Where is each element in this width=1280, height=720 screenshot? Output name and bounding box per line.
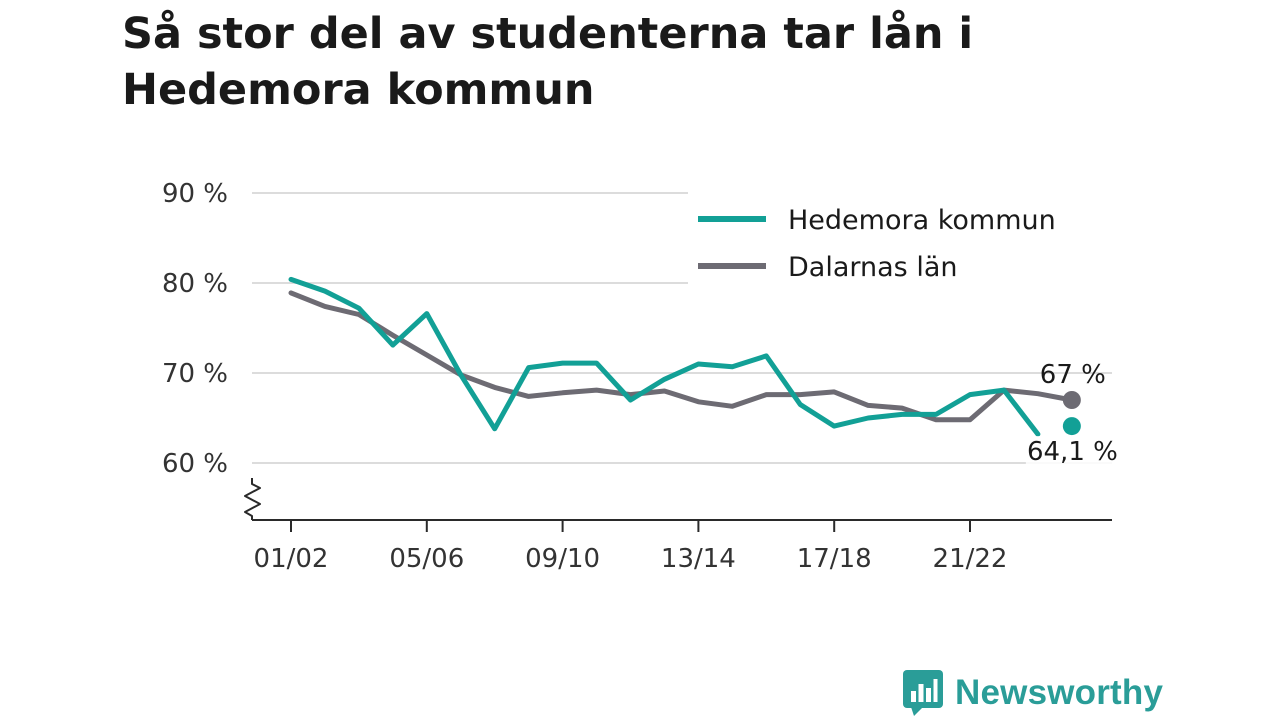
series-lines (288, 276, 1075, 437)
end-label-backdrop (1025, 436, 1118, 467)
legend-label: Dalarnas län (788, 252, 957, 283)
x-tick-label: 21/22 (933, 544, 1008, 574)
series-line-dalarnas-lan (288, 290, 1075, 423)
x-tick-label: 01/02 (254, 544, 329, 574)
end-label-dalarnas-lan: 67 % (1040, 360, 1106, 390)
y-tick-label: 60 % (162, 449, 228, 479)
chart-title: Så stor del av studenterna tar lån i Hed… (122, 9, 974, 115)
y-tick-label: 90 % (162, 179, 228, 209)
series-line-hedemora-kommun (288, 276, 1041, 437)
x-tick-label: 09/10 (525, 544, 600, 574)
axis-break-marker (244, 478, 261, 520)
end-label-hedemora-kommun: 64,1 % (1027, 437, 1118, 467)
y-tick-label: 70 % (162, 359, 228, 389)
series-end-labels: 67 % 64,1 % (1025, 360, 1118, 467)
y-tick-label: 80 % (162, 269, 228, 299)
x-axis-tick-labels: 01/02 05/06 09/10 13/14 17/18 21/22 (254, 520, 1008, 574)
brand-name: Newsworthy (955, 673, 1164, 712)
legend-label: Hedemora kommun (788, 205, 1056, 236)
bar-chart-bubble-icon (903, 670, 943, 716)
y-axis-tick-labels: 60 % 70 % 80 % 90 % (162, 179, 228, 479)
legend: Hedemora kommun Dalarnas län (698, 205, 1056, 283)
legend-background (688, 190, 1118, 286)
series-end-points (1062, 391, 1081, 436)
x-tick-label: 05/06 (389, 544, 464, 574)
legend-box (688, 190, 1118, 286)
x-axis (244, 478, 1112, 521)
end-point-dalarnas-lan (1062, 391, 1081, 409)
x-tick-label: 13/14 (661, 544, 736, 574)
end-point-hedemora-kommun (1062, 417, 1081, 436)
brand-logo: Newsworthy (903, 670, 1163, 716)
x-tick-label: 17/18 (797, 544, 872, 574)
